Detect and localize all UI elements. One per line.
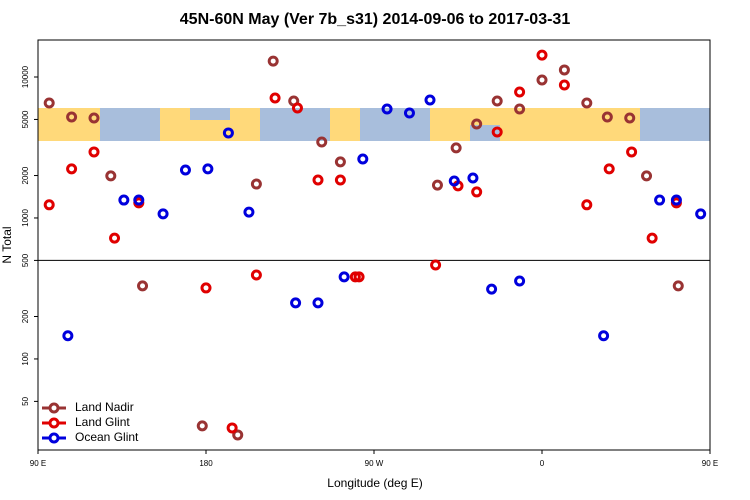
point — [66, 163, 78, 175]
point — [200, 282, 212, 294]
point — [491, 126, 503, 138]
x-tick-label: 90 W — [365, 459, 384, 468]
point — [133, 194, 145, 206]
point — [357, 153, 369, 165]
point — [290, 297, 302, 309]
y-tick-label: 500 — [21, 253, 30, 267]
legend-marker — [48, 402, 60, 414]
point — [672, 280, 684, 292]
y-tick-label: 50 — [21, 396, 30, 405]
x-tick-label: 90 E — [30, 459, 46, 468]
point — [267, 55, 279, 67]
x-tick-label: 90 E — [702, 459, 718, 468]
point — [179, 164, 191, 176]
plot-frame — [37, 39, 711, 451]
point — [118, 194, 130, 206]
point — [450, 142, 462, 154]
point — [670, 194, 682, 206]
point — [424, 94, 436, 106]
point — [514, 275, 526, 287]
y-tick-label: 1000 — [21, 209, 30, 227]
point — [598, 330, 610, 342]
point — [88, 112, 100, 124]
y-tick-label: 10000 — [21, 65, 30, 88]
y-axis-label: N Total — [0, 226, 14, 263]
legend-label: Ocean Glint — [75, 430, 139, 444]
point — [250, 178, 262, 190]
point — [232, 429, 244, 441]
point — [558, 64, 570, 76]
point — [250, 269, 262, 281]
point — [291, 102, 303, 114]
point — [88, 146, 100, 158]
point — [226, 422, 238, 434]
y-tick-label: 5000 — [21, 110, 30, 128]
point — [105, 170, 117, 182]
point — [695, 208, 707, 220]
point — [109, 232, 121, 244]
point — [243, 206, 255, 218]
point — [491, 95, 503, 107]
point — [269, 92, 281, 104]
point — [334, 174, 346, 186]
map-band — [38, 108, 710, 141]
point — [603, 163, 615, 175]
point — [334, 156, 346, 168]
point — [536, 74, 548, 86]
point — [62, 330, 74, 342]
point — [626, 146, 638, 158]
point — [471, 186, 483, 198]
point — [43, 97, 55, 109]
y-tick-label: 100 — [21, 352, 30, 366]
point — [514, 103, 526, 115]
legend-label: Land Glint — [75, 415, 130, 429]
legend-label: Land Nadir — [75, 400, 134, 414]
point — [353, 271, 365, 283]
point — [403, 107, 415, 119]
point — [316, 136, 328, 148]
point — [646, 232, 658, 244]
point — [467, 172, 479, 184]
point — [581, 97, 593, 109]
point — [338, 271, 350, 283]
point — [312, 297, 324, 309]
point — [654, 194, 666, 206]
point — [222, 127, 234, 139]
x-tick-label: 0 — [540, 459, 545, 468]
legend-marker — [48, 417, 60, 429]
point — [430, 259, 442, 271]
point — [43, 199, 55, 211]
point — [558, 79, 570, 91]
point — [137, 280, 149, 292]
point — [601, 111, 613, 123]
x-tick-label: 180 — [199, 459, 213, 468]
chart-title: 45N-60N May (Ver 7b_s31) 2014-09-06 to 2… — [180, 11, 571, 28]
point — [624, 112, 636, 124]
x-axis-label: Longitude (deg E) — [327, 476, 422, 490]
point — [312, 174, 324, 186]
point — [641, 170, 653, 182]
point — [196, 420, 208, 432]
point — [536, 49, 548, 61]
point — [431, 179, 443, 191]
point — [448, 175, 460, 187]
point — [66, 111, 78, 123]
y-tick-label: 200 — [21, 309, 30, 323]
point — [157, 208, 169, 220]
point — [486, 283, 498, 295]
point — [514, 86, 526, 98]
point — [381, 103, 393, 115]
point — [471, 118, 483, 130]
point — [581, 199, 593, 211]
legend-marker — [48, 432, 60, 444]
point — [202, 163, 214, 175]
y-tick-label: 2000 — [21, 166, 30, 184]
